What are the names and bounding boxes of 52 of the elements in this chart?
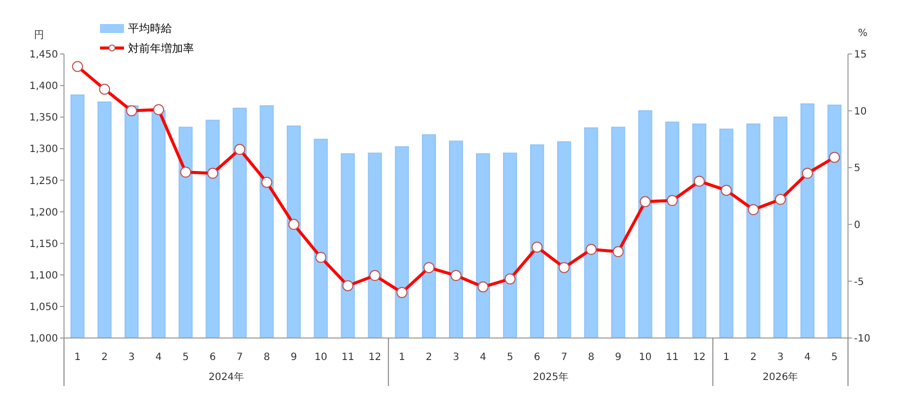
x-tick-label: 7	[560, 352, 568, 363]
x-tick-label: 1	[74, 352, 81, 363]
x-tick-label: 2	[750, 352, 757, 363]
legend-label: 平均時給	[128, 20, 172, 36]
x-tick-label: 4	[480, 352, 486, 363]
x-tick-label: 11	[341, 352, 354, 363]
text: 2024年	[208, 371, 244, 383]
y-axis-title: 円	[34, 29, 44, 42]
y-tick-label: 1,300	[29, 144, 58, 156]
y2-axis-title: %	[858, 28, 868, 39]
x-tick-label: 6	[534, 352, 540, 363]
x-tick-label: 4	[804, 352, 811, 363]
x-tick-label: 9	[615, 352, 622, 363]
y-tick-label: 1,200	[29, 207, 58, 218]
text: 2025年	[532, 371, 568, 383]
y-tick-label: 1,050	[29, 302, 58, 313]
x-tick-label: 8	[588, 352, 594, 363]
x-tick-label: 5	[182, 352, 189, 363]
x-tick-label: 3	[452, 352, 460, 363]
x-tick-label: 1	[398, 352, 406, 363]
y2-tick-label: 5	[854, 163, 860, 174]
y-tick-label: 1,350	[29, 112, 58, 124]
y2-tick-label: -10	[854, 334, 870, 345]
x-tick-label: 10	[314, 352, 328, 363]
y-tick-label: 1,450	[29, 50, 58, 61]
x-tick-label: 2	[101, 352, 108, 363]
y-tick-label: 1,250	[29, 176, 58, 187]
x-tick-label: 9	[290, 352, 297, 363]
y2-tick-label: 0	[854, 220, 860, 231]
x-tick-label: 6	[210, 352, 216, 363]
x-tick-label: 11	[666, 352, 679, 363]
y2-tick-label: -5	[854, 276, 864, 288]
x-tick-label: 12	[692, 352, 706, 363]
x-tick-label: 1	[723, 352, 730, 363]
y2-tick-label: 15	[854, 50, 867, 61]
x-tick-label: 5	[506, 352, 514, 363]
legend-label: 対前年増加率	[128, 40, 194, 56]
y-tick-label: 1,000	[29, 334, 58, 345]
y2-tick-label: 10	[854, 106, 867, 118]
y-tick-label: 1,150	[29, 238, 58, 250]
x-tick-label: 3	[128, 352, 135, 363]
y-tick-label: 1,100	[29, 270, 58, 282]
x-tick-label: 7	[236, 352, 243, 363]
x-tick-label: 4	[155, 352, 162, 363]
x-tick-label: 3	[777, 352, 784, 363]
x-tick-label: 12	[368, 352, 382, 363]
text: 2026年	[762, 371, 798, 383]
x-tick-label: 8	[264, 352, 270, 363]
x-tick-label: 2	[426, 352, 432, 363]
y-tick-label: 1,400	[29, 81, 58, 92]
x-tick-label: 10	[638, 352, 652, 363]
x-tick-label: 5	[831, 352, 838, 363]
